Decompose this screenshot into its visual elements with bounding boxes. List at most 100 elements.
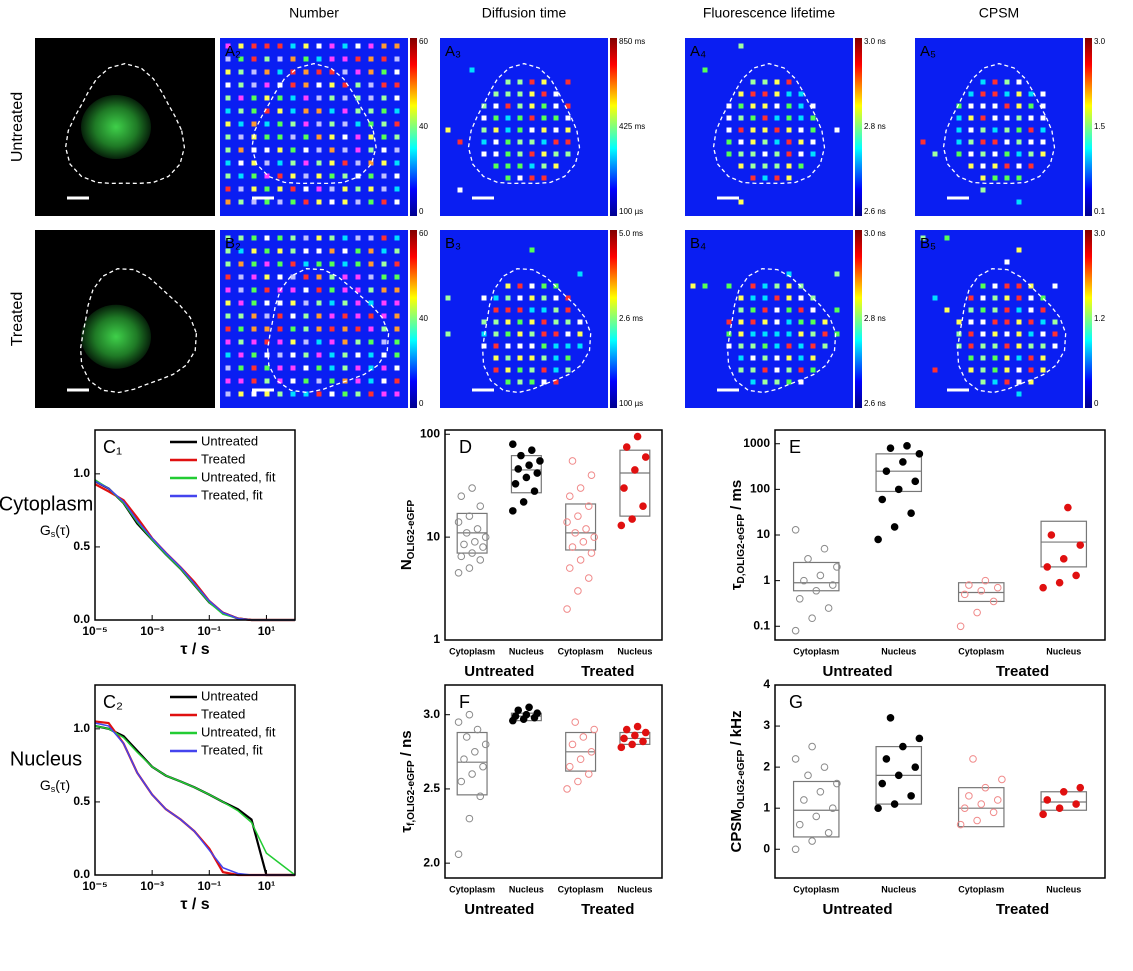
pixel-dot: [493, 91, 499, 97]
data-point: [808, 614, 816, 623]
pixel-dot: [1004, 331, 1010, 337]
pixel-dot: [565, 355, 571, 361]
data-point: [824, 829, 833, 837]
cell-outline: [467, 62, 581, 185]
data-point: [576, 556, 585, 564]
pixel-dot: [505, 127, 511, 133]
pixel-dot: [1016, 115, 1022, 121]
pixel-dot: [316, 326, 322, 332]
image-background: [685, 38, 853, 216]
panel-label: E: [789, 437, 801, 457]
pixel-dot: [368, 365, 374, 371]
colorbar-label: 60: [419, 37, 428, 46]
data-point: [960, 804, 969, 812]
pixel-dot: [394, 339, 400, 345]
pixel-dot: [225, 365, 231, 371]
pixel-dot: [381, 95, 387, 101]
pixel-dot: [762, 175, 768, 181]
pixel-dot: [505, 79, 511, 85]
pixel-dot: [541, 91, 547, 97]
group-label: Treated: [581, 663, 634, 680]
pixel-dot: [381, 134, 387, 140]
image-background: [220, 38, 408, 216]
pixel-dot: [541, 319, 547, 325]
y-label-sub: s: [51, 529, 56, 539]
data-point: [874, 535, 882, 544]
pixel-dot: [762, 355, 768, 361]
pixel-dot: [750, 115, 756, 121]
data-point: [584, 770, 593, 778]
data-point: [631, 731, 639, 740]
y-tick-label: 10: [757, 527, 771, 541]
pixel-dot: [738, 103, 744, 109]
pixel-dot: [342, 365, 348, 371]
y-tick-label: 1000: [743, 436, 770, 450]
data-point: [590, 533, 598, 541]
pixel-dot: [329, 199, 335, 205]
box: [1040, 520, 1088, 568]
pixel-dot: [368, 352, 374, 358]
pixel-dot: [1040, 307, 1046, 313]
pixel-dot: [481, 319, 487, 325]
pixel-dot: [517, 127, 523, 133]
pixel-dot: [505, 379, 511, 385]
data-point: [812, 586, 821, 595]
pixel-dot: [553, 319, 559, 325]
data-point: [828, 804, 837, 812]
pixel-dot: [225, 391, 231, 397]
data-point: [471, 538, 479, 546]
data-point: [1059, 787, 1068, 796]
pixel-dot: [251, 69, 257, 75]
row-label: Untreated: [9, 92, 26, 162]
data-point: [563, 605, 571, 613]
data-point: [977, 586, 986, 595]
data-point: [977, 800, 986, 808]
pixel-dot: [381, 160, 387, 166]
colorbar-label: 100 µs: [619, 207, 643, 216]
pixel-dot: [264, 160, 270, 166]
pixel-dot: [774, 343, 780, 349]
pixel-dot: [316, 261, 322, 267]
colorbar-label: 0.1: [1094, 207, 1106, 216]
pixel-dot: [238, 186, 244, 192]
pixel-dot: [368, 378, 374, 384]
pixel-dot: [225, 134, 231, 140]
pixel-dot: [342, 339, 348, 345]
pixel-dot: [329, 147, 335, 153]
pixel-dot: [786, 163, 792, 169]
pixel-dot: [381, 199, 387, 205]
pixel-dot: [529, 295, 535, 301]
pixel-dot: [529, 367, 535, 373]
box: [957, 787, 1005, 828]
data-point: [628, 515, 636, 523]
colorbar: [610, 38, 617, 216]
data-point: [1064, 503, 1072, 512]
pixel-dot: [956, 139, 962, 145]
pixel-dot: [786, 283, 792, 289]
pixel-dot: [394, 261, 400, 267]
pixel-dot: [238, 235, 244, 241]
pixel-dot: [225, 326, 231, 332]
pixel-dot: [225, 199, 231, 205]
pixel-dot: [1040, 151, 1046, 157]
pixel-dot: [968, 115, 974, 121]
pixel-dot: [355, 69, 361, 75]
pixel-dot: [774, 355, 780, 361]
pixel-dot: [992, 175, 998, 181]
pixel-dot: [992, 343, 998, 349]
y-tick-label: 0.5: [73, 794, 90, 808]
data-point: [989, 808, 998, 817]
x-tick-label: 10⁻¹: [197, 624, 221, 638]
panel-label: B₁: [40, 235, 55, 252]
colorbar-label: 425 ms: [619, 122, 645, 131]
pixel-dot: [786, 331, 792, 337]
pixel-dot: [822, 319, 828, 325]
data-point: [565, 564, 574, 572]
data-point: [808, 742, 816, 751]
pixel-dot: [1040, 355, 1046, 361]
pixel-dot: [1028, 103, 1034, 109]
pixel-dot: [251, 160, 257, 166]
pixel-dot: [529, 307, 535, 313]
pixel-dot: [968, 355, 974, 361]
pixel-dot: [774, 175, 780, 181]
